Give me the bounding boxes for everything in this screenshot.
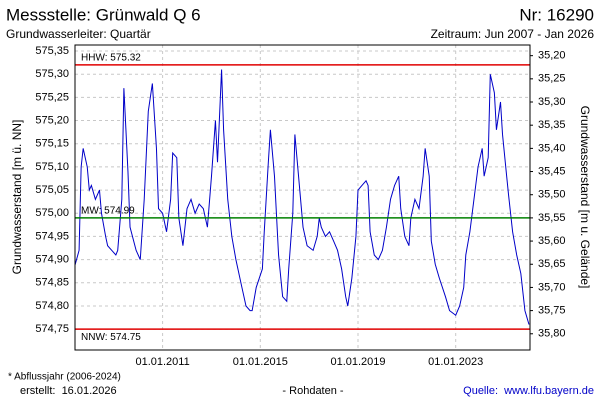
x-tick-label: 01.01.2023	[428, 356, 483, 368]
y-tick-label: 575,05	[35, 184, 69, 196]
y2-tick-label: 35,55	[538, 212, 566, 224]
x-tick-label: 01.01.2019	[330, 356, 385, 368]
y2-tick-label: 35,75	[538, 305, 566, 317]
y-tick-label: 574,80	[35, 300, 69, 312]
y2-tick-label: 35,80	[538, 328, 566, 340]
subtitle: Grundwasserleiter: Quartär	[6, 27, 151, 41]
y-tick-label: 575,20	[35, 114, 69, 126]
y2-tick-label: 35,70	[538, 281, 566, 293]
x-tick-label: 01.01.2015	[233, 356, 288, 368]
y-tick-label: 575,30	[35, 68, 69, 80]
reference-label: NNW: 574.75	[81, 332, 141, 343]
footnote: * Abflussjahr (2006-2024)	[8, 372, 121, 383]
y-tick-label: 574,75	[35, 323, 69, 335]
period: Zeitraum: Jun 2007 - Jan 2026	[431, 27, 595, 41]
station-number: Nr: 16290	[519, 5, 594, 24]
y2-tick-label: 35,65	[538, 258, 566, 270]
y2-tick-label: 35,40	[538, 142, 566, 154]
y2-tick-label: 35,30	[538, 96, 566, 108]
source: Quelle: www.lfu.bayern.de	[463, 385, 594, 397]
chart-title: Messstelle: Grünwald Q 6	[6, 5, 201, 24]
plot-frame	[74, 44, 531, 351]
y-tick-label: 574,85	[35, 277, 69, 289]
data-line	[74, 69, 530, 325]
y2-tick-label: 35,20	[538, 50, 566, 62]
y2-tick-label: 35,45	[538, 165, 566, 177]
y-tick-label: 575,35	[35, 45, 69, 57]
y-tick-label: 575,00	[35, 207, 69, 219]
x-tick-label: 01.01.2011	[135, 356, 189, 368]
y-tick-label: 575,15	[35, 138, 69, 150]
y-tick-label: 574,95	[35, 230, 69, 242]
y2-tick-label: 35,50	[538, 189, 566, 201]
y-tick-label: 574,90	[35, 254, 69, 266]
y2-tick-label: 35,35	[538, 119, 566, 131]
y2-tick-label: 35,60	[538, 235, 566, 247]
y-tick-label: 575,10	[35, 161, 69, 173]
y-tick-label: 575,25	[35, 91, 69, 103]
y2-tick-label: 35,25	[538, 73, 566, 85]
data-note: - Rohdaten -	[282, 385, 343, 397]
y2-axis-label: Grundwasserstand [m u. Gelände]	[578, 106, 592, 289]
reference-label: HHW: 575.32	[81, 53, 141, 64]
reference-label: MW: 574.99	[81, 206, 135, 217]
y-axis-label: Grundwasserstand [m ü. NN]	[10, 120, 24, 275]
created-date: erstellt: 16.01.2026	[20, 385, 117, 397]
